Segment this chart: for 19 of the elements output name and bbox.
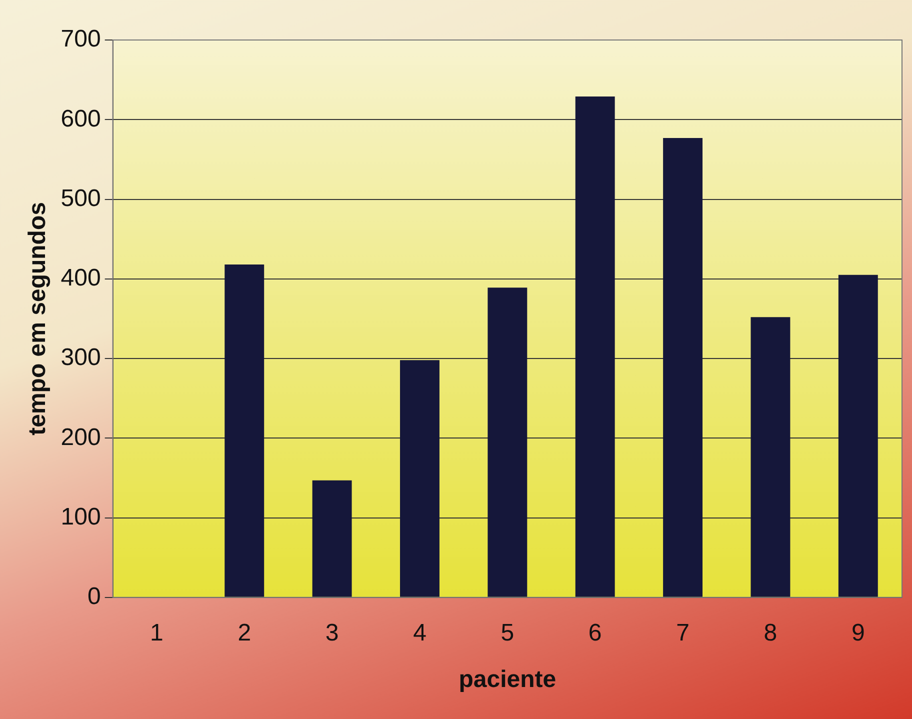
y-tick-label: 500 <box>60 184 101 212</box>
y-axis-title: tempo em segundos <box>24 202 52 436</box>
y-tick-label: 600 <box>60 105 101 132</box>
x-tick-label: 3 <box>325 619 339 646</box>
x-axis-title: paciente <box>458 666 556 694</box>
x-tick-label: 5 <box>500 619 514 646</box>
x-tick-label: 8 <box>764 619 778 646</box>
x-tick-label: 1 <box>150 619 164 646</box>
x-tick-label: 2 <box>238 619 252 646</box>
x-tick-label: 7 <box>676 619 690 646</box>
x-tick-label: 6 <box>588 619 602 646</box>
y-tick-label: 300 <box>60 344 101 372</box>
y-tick-label: 400 <box>60 264 101 292</box>
x-tick-label: 9 <box>851 619 865 646</box>
y-tick-label: 0 <box>87 583 101 610</box>
y-tick-label: 200 <box>60 424 101 451</box>
y-tick-label: 100 <box>60 503 101 530</box>
y-tick-label: 700 <box>60 26 101 53</box>
x-tick-label: 4 <box>413 619 426 646</box>
